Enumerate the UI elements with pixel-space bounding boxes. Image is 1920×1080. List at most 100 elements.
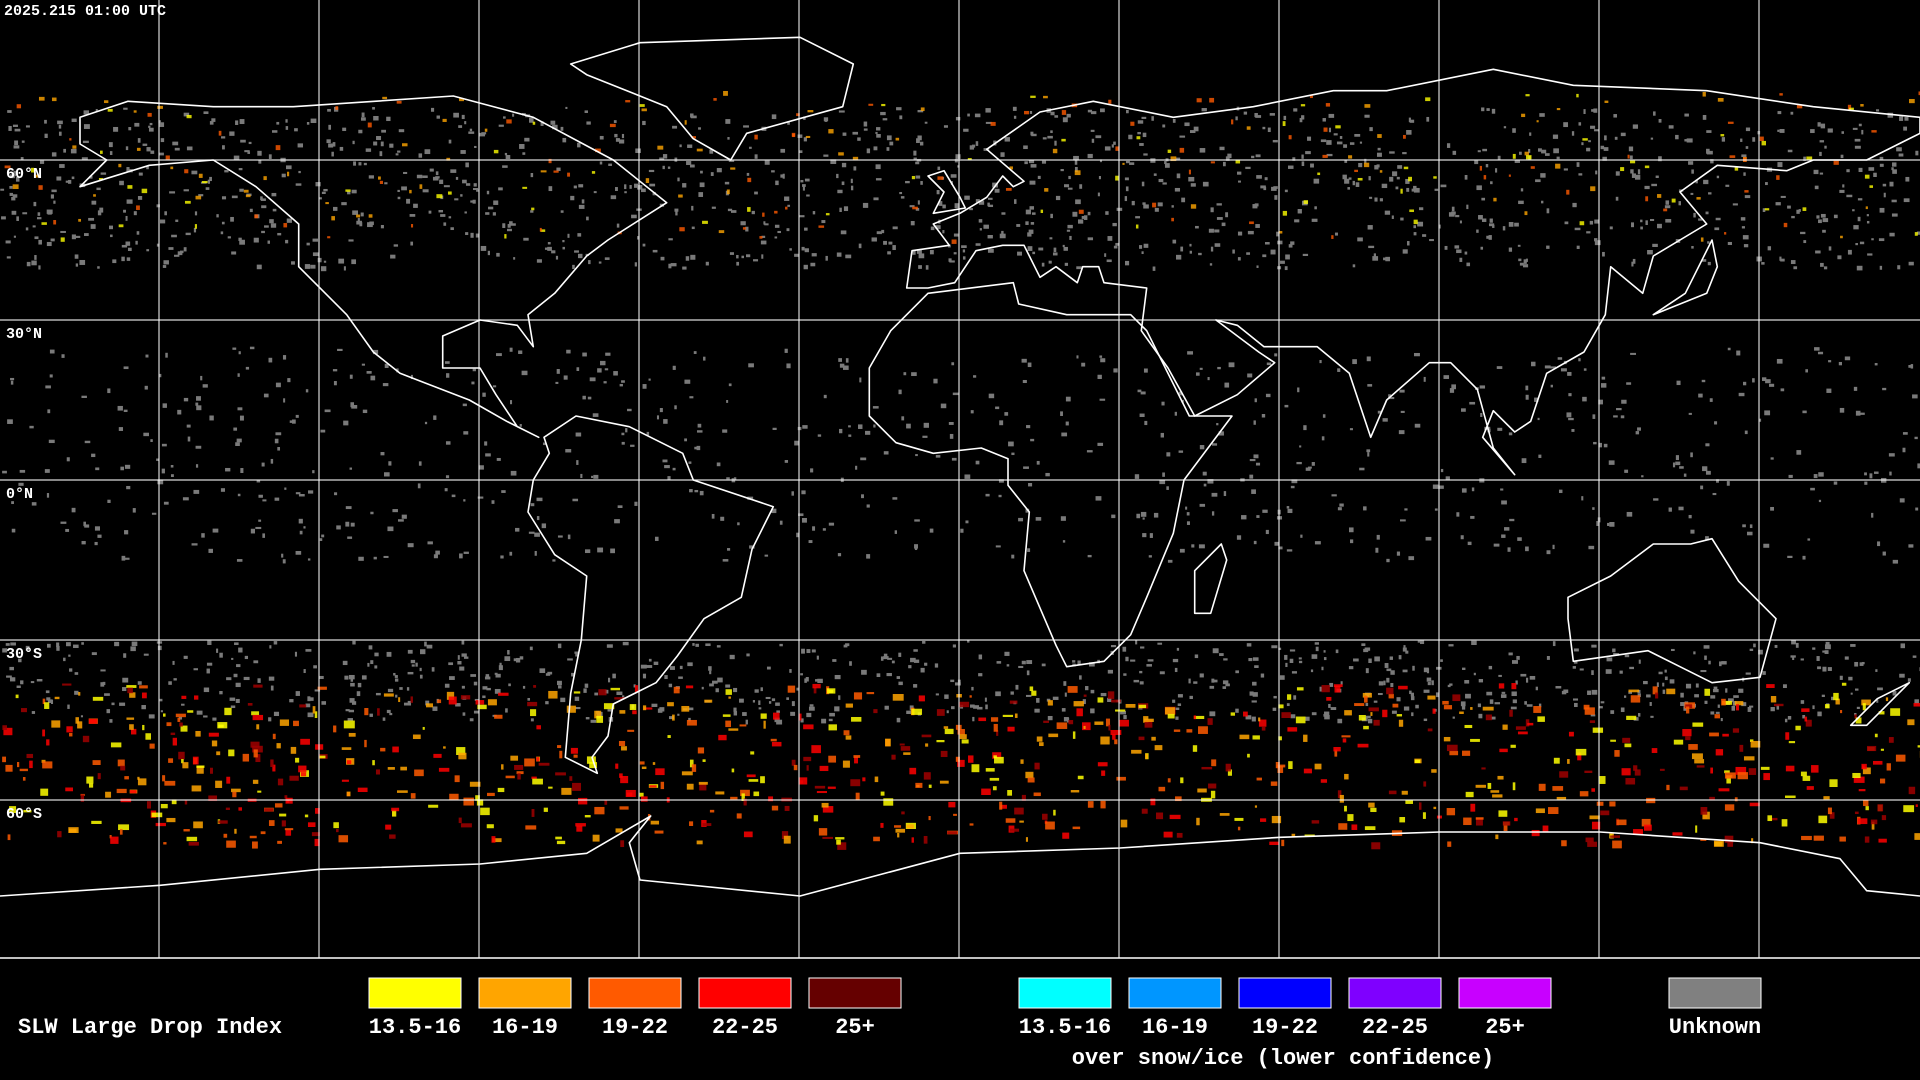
cloud-speck (290, 746, 297, 754)
cloud-speck (1454, 245, 1460, 249)
cloud-speck (125, 215, 128, 221)
cloud-speck (1243, 111, 1248, 115)
cloud-speck (594, 692, 599, 696)
cloud-speck (1140, 391, 1146, 395)
cloud-speck (1662, 682, 1665, 687)
cloud-speck (69, 138, 72, 141)
cloud-speck (1139, 143, 1144, 146)
cloud-speck (503, 116, 506, 119)
timestamp: 2025.215 01:00 UTC (4, 3, 166, 20)
cloud-speck (224, 707, 232, 716)
cloud-speck (1605, 669, 1612, 674)
cloud-speck (1348, 155, 1353, 159)
cloud-speck (1591, 670, 1594, 676)
cloud-speck (346, 791, 351, 797)
cloud-speck (504, 152, 508, 156)
cloud-speck (1174, 411, 1177, 416)
cloud-speck (373, 115, 379, 121)
cloud-speck (1490, 790, 1500, 793)
cloud-speck (821, 220, 826, 224)
cloud-speck (1800, 231, 1806, 235)
cloud-speck (584, 549, 591, 554)
cloud-speck (1871, 130, 1877, 133)
cloud-speck (1695, 683, 1699, 688)
cloud-speck (648, 658, 652, 662)
cloud-speck (1119, 719, 1129, 727)
cloud-speck (160, 138, 165, 143)
cloud-speck (1277, 766, 1284, 773)
cloud-speck (356, 214, 361, 218)
cloud-speck (610, 687, 621, 691)
cloud-speck (1456, 512, 1460, 517)
cloud-speck (436, 115, 440, 119)
cloud-speck (1104, 146, 1111, 151)
cloud-speck (1349, 142, 1355, 145)
cloud-speck (1377, 410, 1382, 414)
cloud-speck (145, 733, 152, 740)
cloud-speck (1608, 460, 1615, 465)
cloud-speck (718, 230, 725, 234)
cloud-speck (1209, 263, 1213, 266)
cloud-speck (1354, 703, 1365, 707)
cloud-speck (1780, 388, 1785, 392)
cloud-speck (473, 183, 477, 187)
cloud-speck (42, 729, 46, 737)
cloud-speck (552, 124, 558, 130)
cloud-speck (478, 465, 484, 470)
cloud-speck (350, 682, 355, 687)
cloud-speck (1578, 173, 1583, 176)
cloud-speck (422, 726, 425, 730)
cloud-speck (1055, 195, 1061, 201)
cloud-speck (806, 194, 810, 197)
cloud-speck (569, 776, 573, 781)
cloud-speck (1328, 127, 1332, 133)
cloud-speck (1678, 201, 1681, 206)
cloud-speck (66, 457, 70, 462)
cloud-speck (406, 198, 411, 204)
cloud-speck (40, 788, 49, 796)
cloud-speck (1176, 647, 1180, 651)
cloud-speck (515, 657, 521, 663)
cloud-speck (1602, 156, 1607, 161)
cloud-speck (880, 656, 884, 661)
cloud-speck (1854, 811, 1859, 815)
cloud-speck (909, 205, 915, 208)
cloud-speck (1225, 212, 1229, 218)
cloud-speck (796, 113, 800, 117)
cloud-speck (482, 686, 488, 690)
cloud-speck (1759, 418, 1762, 422)
cloud-speck (1335, 125, 1341, 129)
cloud-speck (1804, 716, 1808, 722)
cloud-speck (953, 813, 957, 816)
cloud-speck (134, 122, 140, 127)
cloud-speck (1571, 131, 1575, 136)
cloud-speck (271, 192, 277, 197)
cloud-speck (75, 263, 79, 267)
cloud-speck (497, 787, 505, 793)
cloud-speck (81, 157, 88, 161)
cloud-speck (800, 718, 804, 723)
cloud-speck (911, 372, 917, 377)
cloud-speck (275, 382, 281, 388)
cloud-speck (1628, 689, 1640, 693)
cloud-speck (319, 755, 326, 759)
cloud-speck (412, 734, 421, 740)
cloud-speck (1705, 443, 1710, 447)
cloud-speck (148, 127, 154, 132)
cloud-speck (1112, 222, 1117, 227)
cloud-speck (257, 790, 262, 793)
cloud-speck (791, 491, 794, 496)
cloud-speck (1798, 209, 1801, 212)
cloud-speck (1189, 695, 1193, 700)
cloud-speck (1596, 801, 1604, 806)
cloud-speck (74, 672, 79, 675)
cloud-speck (1663, 208, 1668, 212)
cloud-speck (285, 165, 292, 170)
cloud-speck (1427, 695, 1436, 700)
cloud-speck (1405, 650, 1409, 654)
cloud-speck (1833, 214, 1838, 219)
cloud-speck (207, 640, 212, 645)
cloud-speck (610, 195, 617, 200)
cloud-speck (813, 687, 817, 694)
cloud-speck (249, 346, 255, 350)
